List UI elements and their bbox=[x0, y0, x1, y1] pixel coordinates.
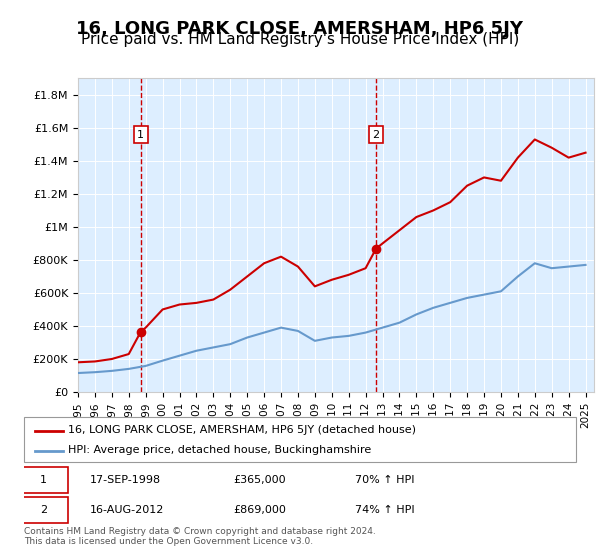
Text: 70% ↑ HPI: 70% ↑ HPI bbox=[355, 474, 415, 484]
Text: 1: 1 bbox=[137, 129, 144, 139]
FancyBboxPatch shape bbox=[19, 497, 68, 523]
Text: £365,000: £365,000 bbox=[234, 474, 286, 484]
Text: 16, LONG PARK CLOSE, AMERSHAM, HP6 5JY (detached house): 16, LONG PARK CLOSE, AMERSHAM, HP6 5JY (… bbox=[68, 424, 416, 435]
Text: 2: 2 bbox=[40, 505, 47, 515]
Text: Contains HM Land Registry data © Crown copyright and database right 2024.
This d: Contains HM Land Registry data © Crown c… bbox=[24, 526, 376, 546]
Text: 17-SEP-1998: 17-SEP-1998 bbox=[90, 474, 161, 484]
Text: Price paid vs. HM Land Registry's House Price Index (HPI): Price paid vs. HM Land Registry's House … bbox=[81, 32, 519, 48]
Text: 74% ↑ HPI: 74% ↑ HPI bbox=[355, 505, 415, 515]
FancyBboxPatch shape bbox=[19, 467, 68, 493]
Text: HPI: Average price, detached house, Buckinghamshire: HPI: Average price, detached house, Buck… bbox=[68, 445, 371, 455]
Text: 16, LONG PARK CLOSE, AMERSHAM, HP6 5JY: 16, LONG PARK CLOSE, AMERSHAM, HP6 5JY bbox=[77, 20, 523, 38]
Text: 1: 1 bbox=[40, 474, 47, 484]
FancyBboxPatch shape bbox=[24, 417, 576, 462]
Text: £869,000: £869,000 bbox=[234, 505, 287, 515]
Text: 16-AUG-2012: 16-AUG-2012 bbox=[90, 505, 164, 515]
Text: 2: 2 bbox=[373, 129, 380, 139]
